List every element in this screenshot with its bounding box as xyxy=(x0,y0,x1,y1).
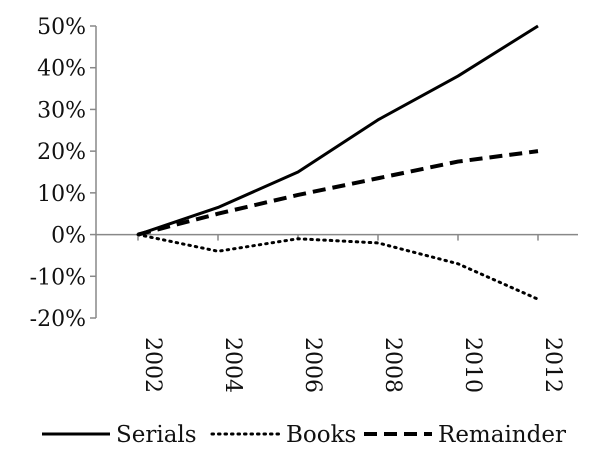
plot-series xyxy=(136,24,540,301)
x-axis-ticks: 2002 2004 2006 2008 2010 2012 xyxy=(137,234,565,393)
x-tick-label: 2002 xyxy=(140,337,165,393)
y-tick-label: -20% xyxy=(30,307,86,332)
x-tick-label: 2008 xyxy=(380,337,405,393)
y-tick-label: 30% xyxy=(37,98,86,123)
x-tick-label: 2006 xyxy=(300,337,325,393)
chart-axes xyxy=(95,26,578,318)
legend-label-books: Books xyxy=(286,422,356,448)
y-tick-label: 20% xyxy=(37,140,86,165)
x-tick-label: 2012 xyxy=(540,337,565,393)
y-tick-label: 10% xyxy=(37,182,86,207)
y-tick-label: 40% xyxy=(37,57,86,82)
legend-label-remainder: Remainder xyxy=(438,422,566,448)
series-line-remainder xyxy=(137,149,539,237)
chart-legend: Serials Books Remainder xyxy=(42,422,566,448)
x-tick-label: 2010 xyxy=(460,337,485,393)
y-tick-label: -10% xyxy=(30,265,86,290)
legend-label-serials: Serials xyxy=(116,422,197,448)
y-axis-ticks: -20% -10% 0% 10% 20% 30% 40% 50% xyxy=(30,15,96,332)
series-line-books xyxy=(136,233,540,301)
y-tick-label: 0% xyxy=(51,224,86,249)
x-tick-label: 2004 xyxy=(220,337,245,393)
series-line-serials xyxy=(137,24,539,236)
y-tick-label: 50% xyxy=(37,15,86,40)
